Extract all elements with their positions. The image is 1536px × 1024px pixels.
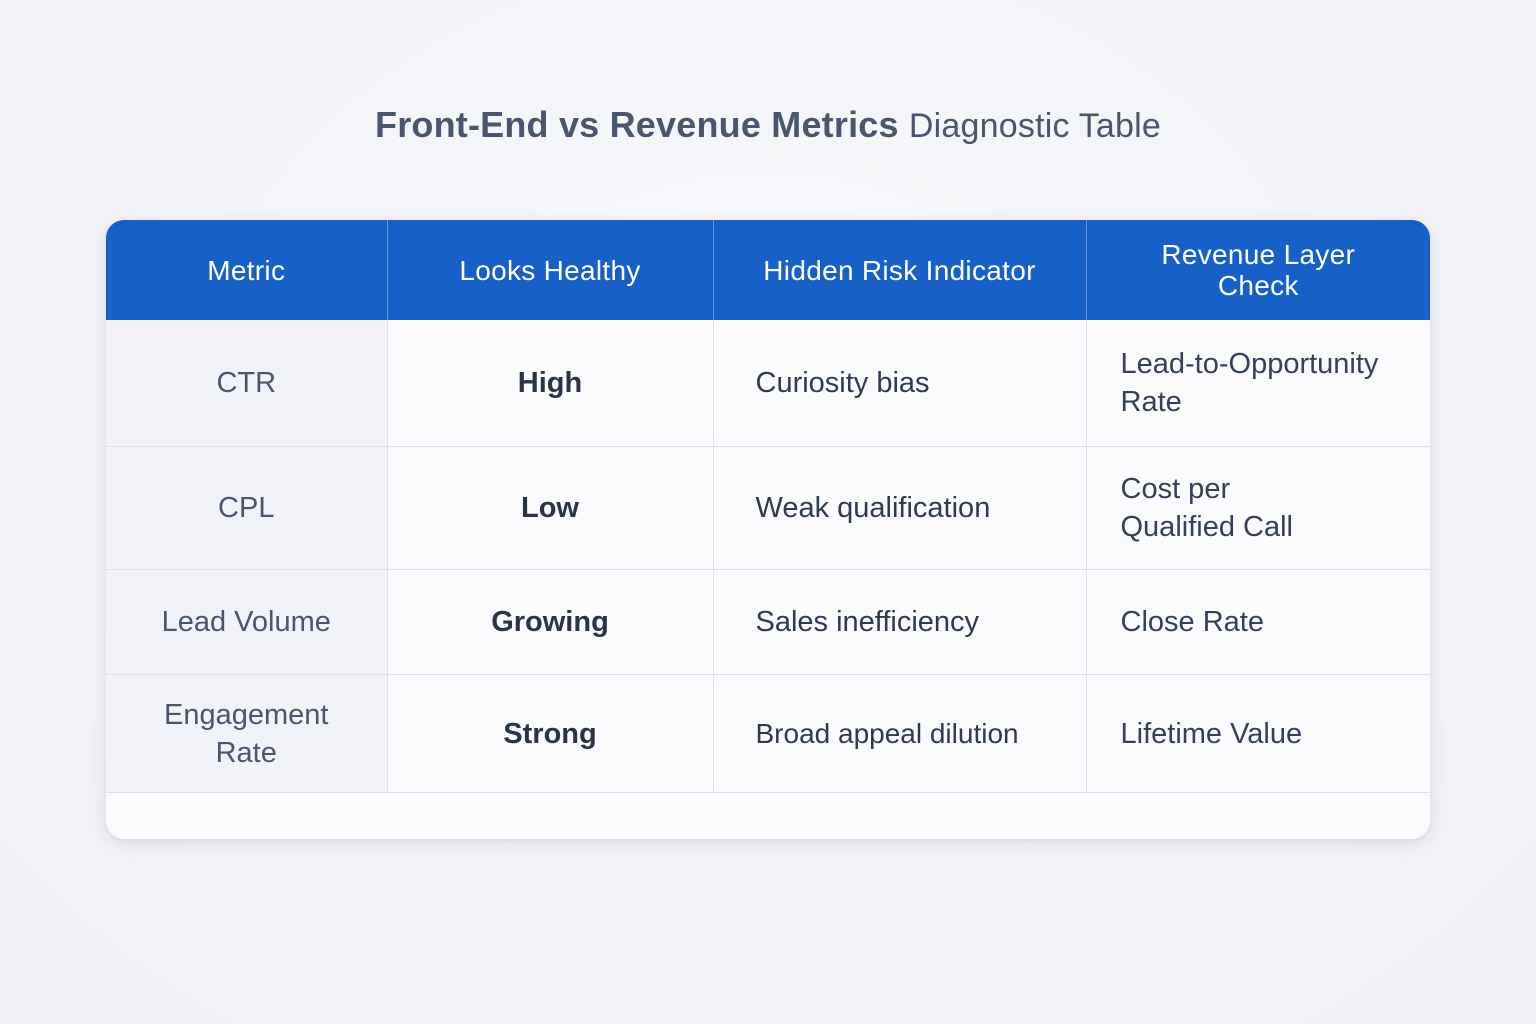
table-header-row: Metric Looks Healthy Hidden Risk Indicat… (106, 220, 1430, 320)
title-bold: Front-End vs Revenue Metrics (375, 104, 899, 145)
cell-looks-healthy: Growing (387, 569, 714, 675)
cell-looks-healthy: High (387, 320, 714, 447)
column-header-hidden-risk: Hidden Risk Indicator (713, 220, 1087, 320)
cell-hidden-risk: Broad appeal dilution (713, 674, 1087, 793)
cell-hidden-risk: Curiosity bias (713, 320, 1087, 447)
column-header-looks-healthy: Looks Healthy (387, 220, 714, 320)
column-header-metric: Metric (106, 220, 388, 320)
table-row: CTR High Curiosity bias Lead-to-Opportun… (106, 320, 1430, 447)
column-header-revenue-check: Revenue Layer Check (1086, 220, 1430, 320)
cell-metric: CTR (106, 320, 388, 447)
title-light: Diagnostic Table (908, 107, 1161, 145)
table-row: Lead Volume Growing Sales inefficiency C… (106, 569, 1430, 675)
cell-hidden-risk: Sales inefficiency (713, 569, 1087, 675)
cell-revenue-check: Cost per Qualified Call (1086, 446, 1430, 570)
diagnostic-table-card: Metric Looks Healthy Hidden Risk Indicat… (106, 220, 1430, 839)
cell-revenue-check: Close Rate (1086, 569, 1430, 675)
cell-metric: CPL (106, 446, 388, 570)
cell-revenue-check: Lead-to-Opportunity Rate (1086, 320, 1430, 447)
cell-looks-healthy: Low (387, 446, 714, 570)
table-row: CPL Low Weak qualification Cost per Qual… (106, 446, 1430, 570)
diagnostic-table: Metric Looks Healthy Hidden Risk Indicat… (106, 220, 1430, 793)
cell-looks-healthy: Strong (387, 674, 714, 793)
table-row: Engagement Rate Strong Broad appeal dilu… (106, 674, 1430, 793)
cell-hidden-risk: Weak qualification (713, 446, 1087, 570)
cell-revenue-check: Lifetime Value (1086, 674, 1430, 793)
cell-metric: Engagement Rate (106, 674, 388, 793)
cell-metric: Lead Volume (106, 569, 388, 675)
page-title: Front-End vs Revenue Metrics Diagnostic … (0, 104, 1536, 146)
